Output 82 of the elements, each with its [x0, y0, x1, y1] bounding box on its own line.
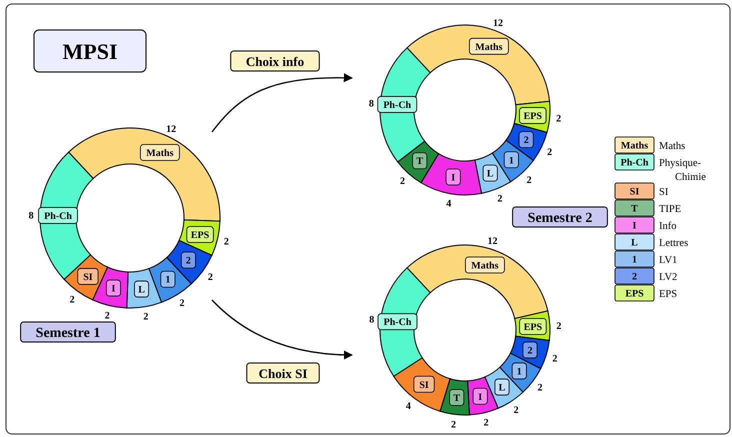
slice-label: Maths — [475, 42, 503, 53]
text: LV1 — [659, 255, 678, 266]
category-label: L — [631, 238, 638, 248]
legend-tag: SI — [614, 182, 654, 200]
category-label: Ph-Ch — [620, 158, 649, 168]
legend-tag: I — [614, 216, 654, 234]
text: Semestre 2 — [528, 211, 592, 226]
slice-label: 2 — [547, 146, 552, 158]
text: EPS — [659, 289, 678, 300]
data-label: 2 — [556, 114, 562, 125]
text: Choix SI — [258, 366, 308, 381]
data-label: 2 — [538, 382, 543, 394]
text: Info — [659, 221, 676, 232]
data-label: 12 — [166, 124, 176, 135]
text: MPSI — [62, 39, 118, 64]
legend-tag: L — [614, 234, 654, 250]
slice-label: L — [486, 168, 494, 180]
text: SI — [659, 187, 669, 198]
text: Physique-Chimie — [659, 158, 706, 183]
legend-tag: EPS — [614, 284, 654, 302]
data-label: 2 — [104, 310, 110, 322]
slice-label: L — [138, 284, 146, 296]
slice-label: T — [453, 392, 460, 404]
slice-label: I — [451, 172, 456, 184]
slice-label: EPS — [190, 230, 210, 242]
data-label: 2 — [143, 312, 148, 323]
category-label: I — [632, 220, 637, 232]
data-label: 2 — [524, 135, 529, 146]
data-label: 2 — [451, 419, 456, 430]
slice-label: SI — [83, 272, 93, 283]
legend-tag: 1 — [614, 250, 654, 268]
data-label: 2 — [180, 298, 185, 310]
category-label: T — [631, 204, 638, 214]
data-label: 2 — [70, 294, 75, 306]
text: Maths — [659, 141, 686, 152]
slice-label: Ph-Ch — [383, 100, 412, 111]
data-label: 2 — [514, 404, 519, 416]
category-label: 1 — [632, 254, 637, 266]
data-label: 8 — [369, 314, 374, 326]
legend-tag: 2 — [614, 268, 654, 284]
slice-label: 1 — [165, 274, 170, 286]
data-label: 2 — [497, 193, 502, 204]
data-label: 2 — [526, 174, 532, 186]
slice-label: I — [112, 284, 116, 295]
data-label: 12 — [493, 18, 504, 29]
category-label: EPS — [625, 288, 644, 300]
data-label: 8 — [368, 98, 374, 110]
text: LV2 — [659, 272, 678, 283]
slice-label: Maths — [146, 148, 174, 159]
legend-tag: Maths — [614, 136, 654, 154]
data-label: 2 — [484, 418, 489, 429]
slice-label: 1 — [516, 366, 522, 378]
data-label: 2 — [224, 236, 229, 248]
data-label: 12 — [488, 236, 498, 248]
slice-label: 2 — [208, 272, 213, 283]
data-label: 2 — [556, 321, 562, 332]
text: Lettres — [659, 238, 688, 249]
legend-tag: Ph-Ch — [614, 154, 654, 170]
data-label: 2 — [186, 256, 191, 267]
text: TIPE — [659, 204, 682, 215]
slice-label: Ph-Ch — [384, 317, 412, 328]
slice-label: L — [498, 382, 506, 394]
category-label: SI — [630, 186, 640, 198]
slice-label: EPS — [524, 322, 543, 333]
legend-tag: T — [614, 200, 654, 216]
slice-label: EPS — [524, 111, 542, 122]
slice-label: T — [416, 156, 424, 168]
slice-label: I — [478, 392, 482, 403]
slice-label: SI — [419, 380, 429, 391]
data-label: 2 — [400, 176, 405, 188]
category-label: 2 — [632, 272, 637, 282]
category-label: Maths — [620, 140, 648, 152]
text: Choix info — [246, 54, 304, 69]
slice-label: Maths — [471, 260, 499, 272]
data-label: 2 — [528, 345, 533, 356]
slice-label: 2 — [552, 354, 558, 365]
text: Semestre 1 — [36, 326, 100, 341]
data-label: 8 — [28, 210, 34, 222]
data-label: 4 — [406, 401, 411, 412]
slice-label: Ph-Ch — [44, 210, 72, 222]
slice-label: 1 — [508, 155, 514, 166]
data-label: 4 — [446, 198, 452, 210]
